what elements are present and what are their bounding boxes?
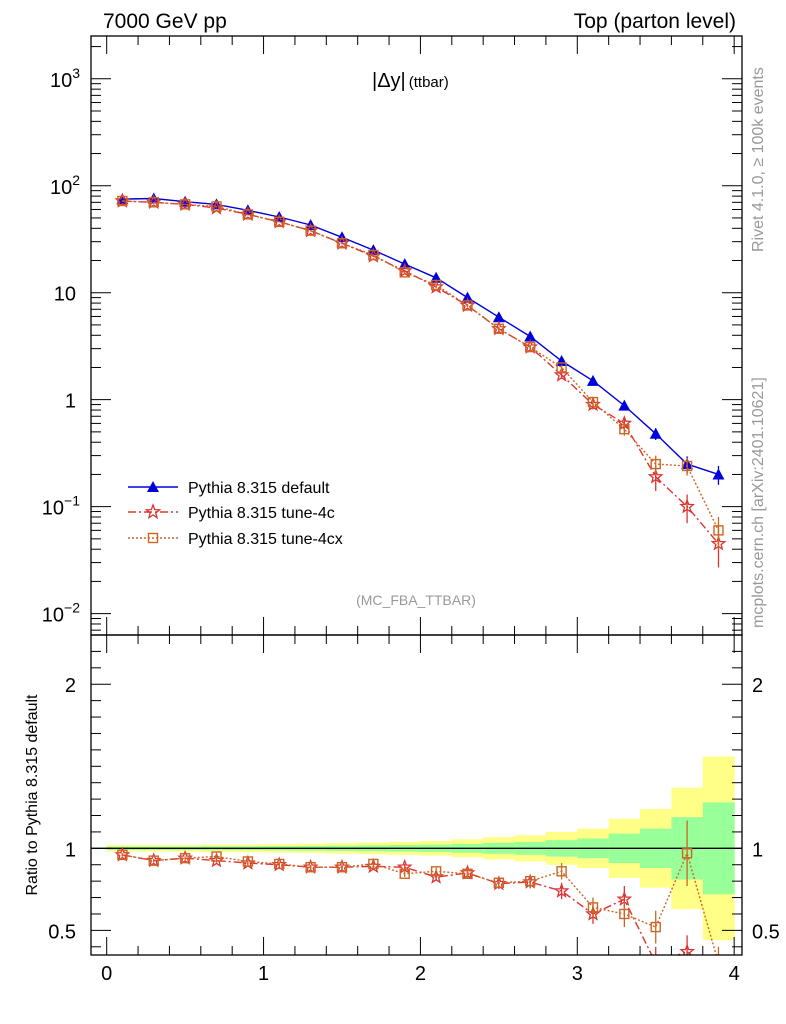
ratio-series-2-point <box>587 902 599 913</box>
series-2-point <box>179 199 191 210</box>
legend: Pythia 8.315 default Pythia 8.315 tune-4… <box>128 480 343 548</box>
ratio-series-2-line <box>122 851 717 955</box>
ratio-y-tick-label: 0.5 <box>48 921 76 943</box>
series-2-point <box>462 300 473 311</box>
plot-title: |Δy| (ttbar) <box>372 70 449 92</box>
x-tick-label: 4 <box>729 963 740 985</box>
ratio-bands <box>91 756 742 941</box>
legend-label-tune4cx: Pythia 8.315 tune-4cx <box>188 531 343 548</box>
x-tick-label: 0 <box>101 963 112 985</box>
ratio-series-2-point <box>462 868 473 879</box>
y-tick-label: 10−2 <box>42 600 80 627</box>
legend-label-default: Pythia 8.315 default <box>188 480 330 497</box>
y-tick-label: 102 <box>50 172 80 199</box>
series-2-point <box>525 341 536 353</box>
series-2-point <box>493 323 505 334</box>
plot-title-main: |Δy| <box>372 70 406 92</box>
series-2-point <box>336 238 348 249</box>
series-2-point <box>681 460 693 472</box>
ratio-series-2-point <box>650 921 661 933</box>
ratio-series-2-point <box>556 866 567 877</box>
ratio-series-2-point <box>211 851 222 862</box>
series-2-point <box>619 423 630 435</box>
series-0-point <box>461 291 474 303</box>
ratio-series-2-point <box>619 908 630 920</box>
ratio-y-tick-label-right: 1 <box>752 839 763 861</box>
ratio-series-2-point <box>681 848 693 859</box>
series-0-point <box>649 427 662 439</box>
ratio-series-2-point <box>305 862 316 873</box>
x-tick-label: 3 <box>572 963 583 985</box>
series-1-point <box>679 498 696 514</box>
series-2-point <box>587 396 599 408</box>
plot-title-sub: (ttbar) <box>409 74 449 91</box>
ratio-series-1-point <box>712 973 724 985</box>
ratio-y-tick-label: 2 <box>65 675 76 697</box>
ratio-series-2-point <box>714 959 723 968</box>
series-0-point <box>524 330 537 342</box>
series-0-point <box>492 311 505 323</box>
ratio-series-1-point <box>553 882 570 898</box>
ratio-y-tick-label: 1 <box>65 839 76 861</box>
ratio-plot-data <box>114 820 724 985</box>
ratio-series-2-point <box>399 868 410 879</box>
series-2-point <box>650 458 661 470</box>
ratio-series-2-point <box>242 856 254 867</box>
ratio-series-2-point <box>179 852 191 864</box>
ratio-series-2-point <box>117 849 128 861</box>
y-tick-label: 103 <box>50 65 80 92</box>
x-tick-label: 2 <box>415 963 426 985</box>
ratio-series-2-point <box>525 875 536 887</box>
ratio-series-2-point <box>336 862 348 873</box>
series-0-point <box>586 374 599 386</box>
y-tick-label: 10−1 <box>42 493 80 520</box>
legend-marker-tune4cx <box>147 532 159 544</box>
ratio-y-tick-label-right: 2 <box>752 675 763 697</box>
series-0-point <box>618 399 631 411</box>
legend-marker-default <box>147 481 159 492</box>
series-1-line <box>122 200 720 545</box>
main-plot-data <box>114 192 727 568</box>
ratio-ylabel: Ratio to Pythia 8.315 default <box>24 694 41 896</box>
series-2-point <box>242 209 254 220</box>
y-tick-label: 10 <box>54 284 76 306</box>
ratio-series-2-point <box>274 858 285 870</box>
legend-marker-tune4c <box>144 503 162 520</box>
series-0-point <box>712 468 725 480</box>
rivet-label: Rivet 4.1.0, ≥ 100k events <box>750 67 767 252</box>
series-2-point <box>556 362 567 373</box>
mcplots-label: mcplots.cern.ch [arXiv:2401.10621] <box>750 377 767 628</box>
y-tick-label: 1 <box>65 391 76 413</box>
series-2-point <box>274 216 285 228</box>
ratio-series-1-point <box>655 954 656 955</box>
series-2-point <box>117 195 128 207</box>
series-2-point <box>148 197 159 208</box>
series-2-point <box>368 249 379 261</box>
ratio-series-2-point <box>430 866 442 877</box>
series-2-point <box>399 267 410 278</box>
legend-label-tune4c: Pythia 8.315 tune-4c <box>188 505 335 522</box>
analysis-label: (MC_FBA_TTBAR) <box>356 592 476 608</box>
ratio-plot-frame <box>90 634 743 956</box>
header-left: 7000 GeV pp <box>103 10 227 33</box>
ratio-series-2-point <box>493 877 505 888</box>
axes: 10−2 10−1 1 10 102 103 0 1 2 3 4 0.5 0.5 1 1 2 2 <box>42 36 780 985</box>
series-1-point <box>647 468 664 484</box>
x-tick-label: 1 <box>258 963 269 985</box>
series-2-point <box>430 279 442 291</box>
header-right: Top (parton level) <box>574 10 736 33</box>
ratio-y-tick-label-right: 0.5 <box>752 921 780 943</box>
ratio-series-2-point <box>368 858 379 870</box>
ratio-series-2-point <box>148 855 159 866</box>
series-2-point <box>305 225 316 236</box>
series-2-point <box>713 525 724 536</box>
series-2-point <box>211 201 222 212</box>
